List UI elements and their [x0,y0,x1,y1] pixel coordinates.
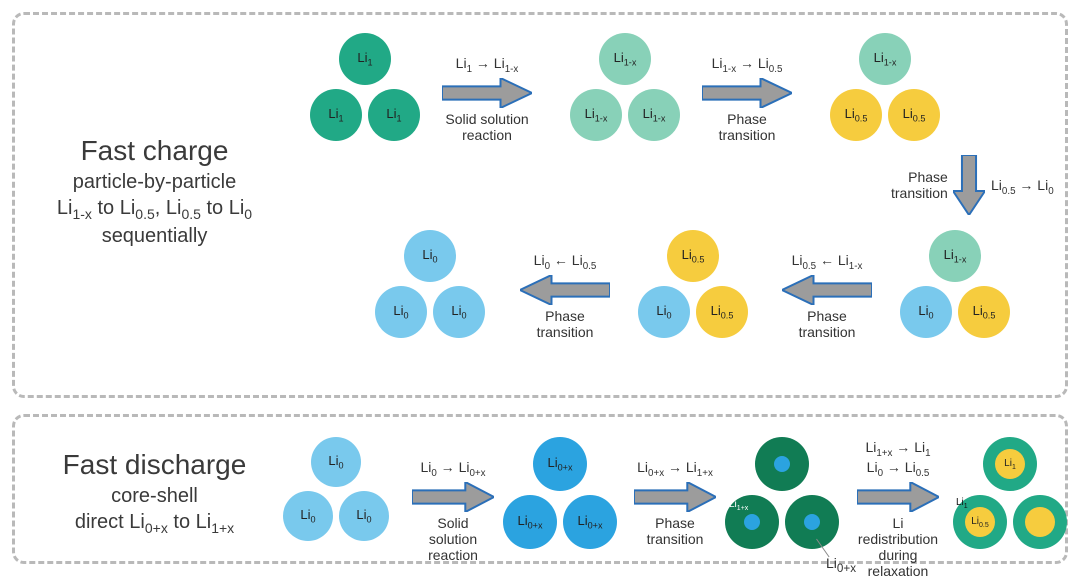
particle: Li0.5 [888,89,940,141]
particle-cluster: Li1 Li0.5Li1 [953,437,1067,549]
particle: Li0 [433,286,485,338]
particle: Li1-x [570,89,622,141]
particle: Li0.5 [667,230,719,282]
particle: Li1-x [628,89,680,141]
particle: Li0 [375,286,427,338]
particle-core [804,514,820,530]
particle: Li1 [368,89,420,141]
transition-arrow: Li1-x → Li0.5 Phasetransition [687,55,807,143]
arrow-label-below: Phasetransition [719,111,776,143]
particle: Li1-x [599,33,651,85]
transition-arrow: Li1 → Li1-x Solid solutionreaction [427,55,547,143]
particle-core [774,456,790,472]
transition-arrow: Li0.5 ← Li1-x Phasetransition [767,252,887,340]
particle: Li1-x [929,230,981,282]
arrow-label-below: Solidsolutionreaction [428,515,478,563]
particle-cluster: Li0Li0Li0 [375,230,485,338]
particle: Li0.5Li1 [953,495,1007,549]
particle-cluster: Li0Li0Li0 [283,437,389,541]
particle-cluster: Li0.5Li0Li0.5 [638,230,748,338]
particle-cluster: Li0+xLi0+xLi0+x [503,437,617,549]
particle-core [744,514,760,530]
transition-arrow: Li0 ← Li0.5 Phasetransition [505,252,625,340]
particle: Li0 [339,491,389,541]
particle: Li1 [339,33,391,85]
particle [755,437,809,491]
arrow-label-below: Solid solutionreaction [445,111,528,143]
fast-discharge-label: Fast discharge core-shelldirect Li0+x to… [27,449,282,537]
particle-cluster: Li1-xLi0Li0.5 [900,230,1010,338]
particle: Li0 [283,491,333,541]
particle: Li1 [983,437,1037,491]
particle [785,495,839,549]
arrow-label-right: Li0.5 → Li0 [991,177,1054,197]
particle: Li0.5 [958,286,1010,338]
fast-discharge-title: Fast discharge [27,449,282,481]
fast-discharge-panel: Fast discharge core-shelldirect Li0+x to… [12,414,1068,564]
arrow-label-above: Li1 → Li1-x [456,55,519,75]
arrow-label-below: Liredistributionduringrelaxation [858,515,938,579]
arrow-label-left: Phasetransition [891,169,948,201]
transition-arrow-down [953,155,985,215]
particle: Li0.5 [830,89,882,141]
arrow-label-below: Phasetransition [799,308,856,340]
fast-charge-subtitle: particle-by-particleLi1-x to Li0.5, Li0.… [27,169,282,249]
particle: Li0 [311,437,361,487]
arrow-label-below: Phasetransition [537,308,594,340]
transition-arrow: Li1+x → Li1Li0 → Li0.5 Liredistributiond… [838,439,958,580]
particle-core: Li0.5 [965,507,995,537]
fast-charge-label: Fast charge particle-by-particleLi1-x to… [27,135,282,249]
particle: Li0 [404,230,456,282]
particle: Li0.5 [696,286,748,338]
particle: Li0 [638,286,690,338]
particle: Li0+x [533,437,587,491]
arrow-label-below: Phasetransition [647,515,704,547]
particle-cluster: Li1Li1Li1 [310,33,420,141]
particle [1013,495,1067,549]
particle: Li0+x [563,495,617,549]
particle-cluster: Li1+x [725,437,839,549]
arrow-label-above: Li0+x → Li1+x [637,459,713,479]
arrow-label-above: Li0.5 ← Li1-x [792,252,863,272]
arrow-label-above: Li0 ← Li0.5 [534,252,597,272]
transition-arrow: Li0+x → Li1+x Phasetransition [615,459,735,547]
fast-charge-panel: Fast charge particle-by-particleLi1-x to… [12,12,1068,398]
fast-charge-title: Fast charge [27,135,282,167]
particle-core: Li1 [995,449,1025,479]
particle: Li1-x [859,33,911,85]
transition-arrow: Li0 → Li0+x Solidsolutionreaction [393,459,513,563]
fast-discharge-subtitle: core-shelldirect Li0+x to Li1+x [27,483,282,537]
particle-core [1025,507,1055,537]
arrow-label-above: Li0 → Li0+x [420,459,485,479]
particle-cluster: Li1-xLi0.5Li0.5 [830,33,940,141]
arrow-label-above: Li1+x → Li1Li0 → Li0.5 [865,439,930,479]
particle: Li0 [900,286,952,338]
arrow-label-above: Li1-x → Li0.5 [712,55,783,75]
particle: Li1 [310,89,362,141]
particle-cluster: Li1-xLi1-xLi1-x [570,33,680,141]
